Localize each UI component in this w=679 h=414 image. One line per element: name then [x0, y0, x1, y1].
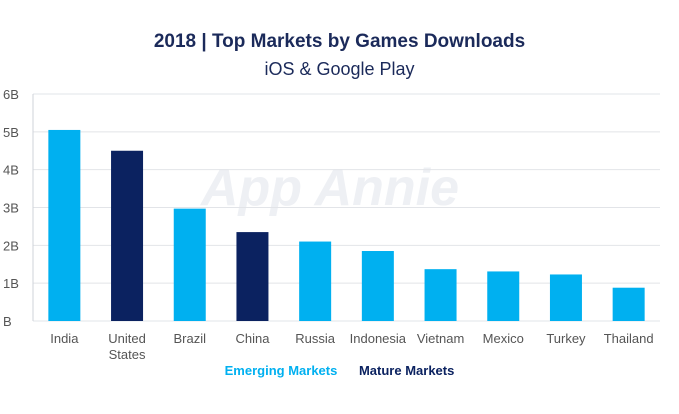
- watermark: App Annie: [199, 159, 459, 217]
- x-tick-label: United States: [108, 331, 146, 362]
- y-tick-label: 2B: [3, 238, 19, 253]
- x-tick-label: Thailand: [604, 331, 654, 346]
- bar-vietnam: [424, 269, 457, 321]
- bar-russia: [299, 241, 332, 321]
- bar-united-states: [111, 150, 144, 321]
- bar-india: [48, 129, 81, 321]
- x-tick-label: Vietnam: [417, 331, 464, 346]
- bar-china: [236, 232, 269, 321]
- x-tick-label: China: [235, 331, 270, 346]
- chart-subtitle: iOS & Google Play: [264, 59, 415, 79]
- bar-thailand: [612, 287, 645, 321]
- y-tick-label: 1B: [3, 276, 19, 291]
- legend: Emerging Markets Mature Markets: [0, 363, 679, 378]
- legend-emerging-markets: Emerging Markets: [224, 363, 338, 378]
- x-tick-label: Brazil: [173, 331, 206, 346]
- bar-brazil: [173, 208, 206, 321]
- bar-indonesia: [361, 251, 394, 321]
- bar-turkey: [549, 274, 582, 321]
- y-tick-label: 3B: [3, 201, 19, 216]
- x-tick-label: Mexico: [483, 331, 524, 346]
- y-tick-label: 6B: [3, 87, 19, 102]
- x-tick-label: India: [50, 331, 79, 346]
- x-tick-label: Turkey: [546, 331, 586, 346]
- y-tick-label: B: [3, 314, 12, 329]
- bar-mexico: [487, 271, 520, 321]
- x-tick-label: Russia: [295, 331, 336, 346]
- legend-mature-markets: Mature Markets: [358, 363, 455, 378]
- x-tick-label: Indonesia: [350, 331, 407, 346]
- chart-title: 2018 | Top Markets by Games Downloads: [153, 31, 526, 52]
- y-tick-label: 4B: [3, 163, 19, 178]
- y-tick-label: 5B: [3, 125, 19, 140]
